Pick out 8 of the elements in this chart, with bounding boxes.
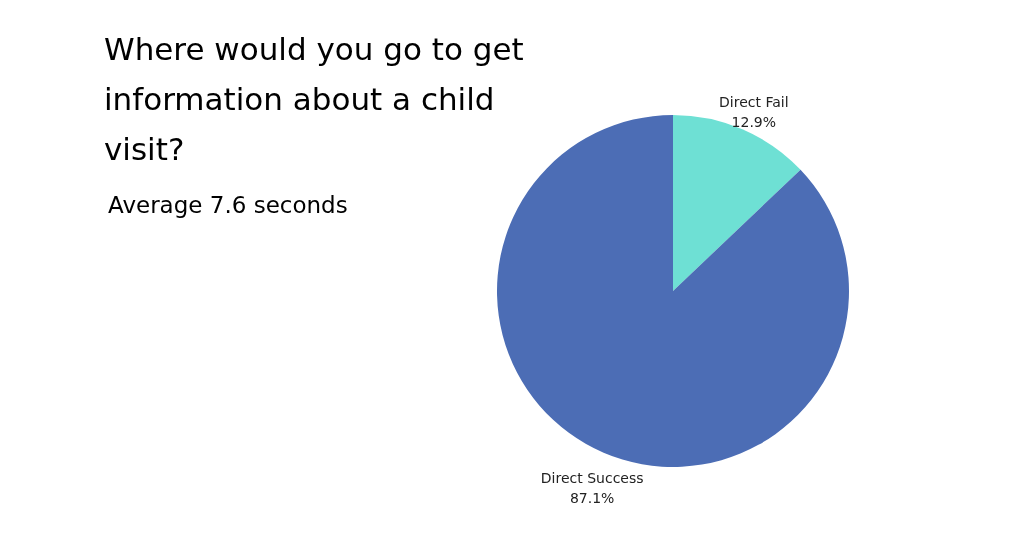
data-label: 87.1% <box>569 490 615 507</box>
slice-label: Direct Success <box>540 470 644 487</box>
pie-slice <box>497 115 849 467</box>
data-label: 12.9% <box>731 113 777 130</box>
text: Average 7.6 seconds <box>108 192 348 218</box>
pie-slice <box>673 115 801 291</box>
slice-label: Direct Fail <box>719 93 789 110</box>
chart-title: Where would you go to get information about a child visit? <box>104 30 525 169</box>
